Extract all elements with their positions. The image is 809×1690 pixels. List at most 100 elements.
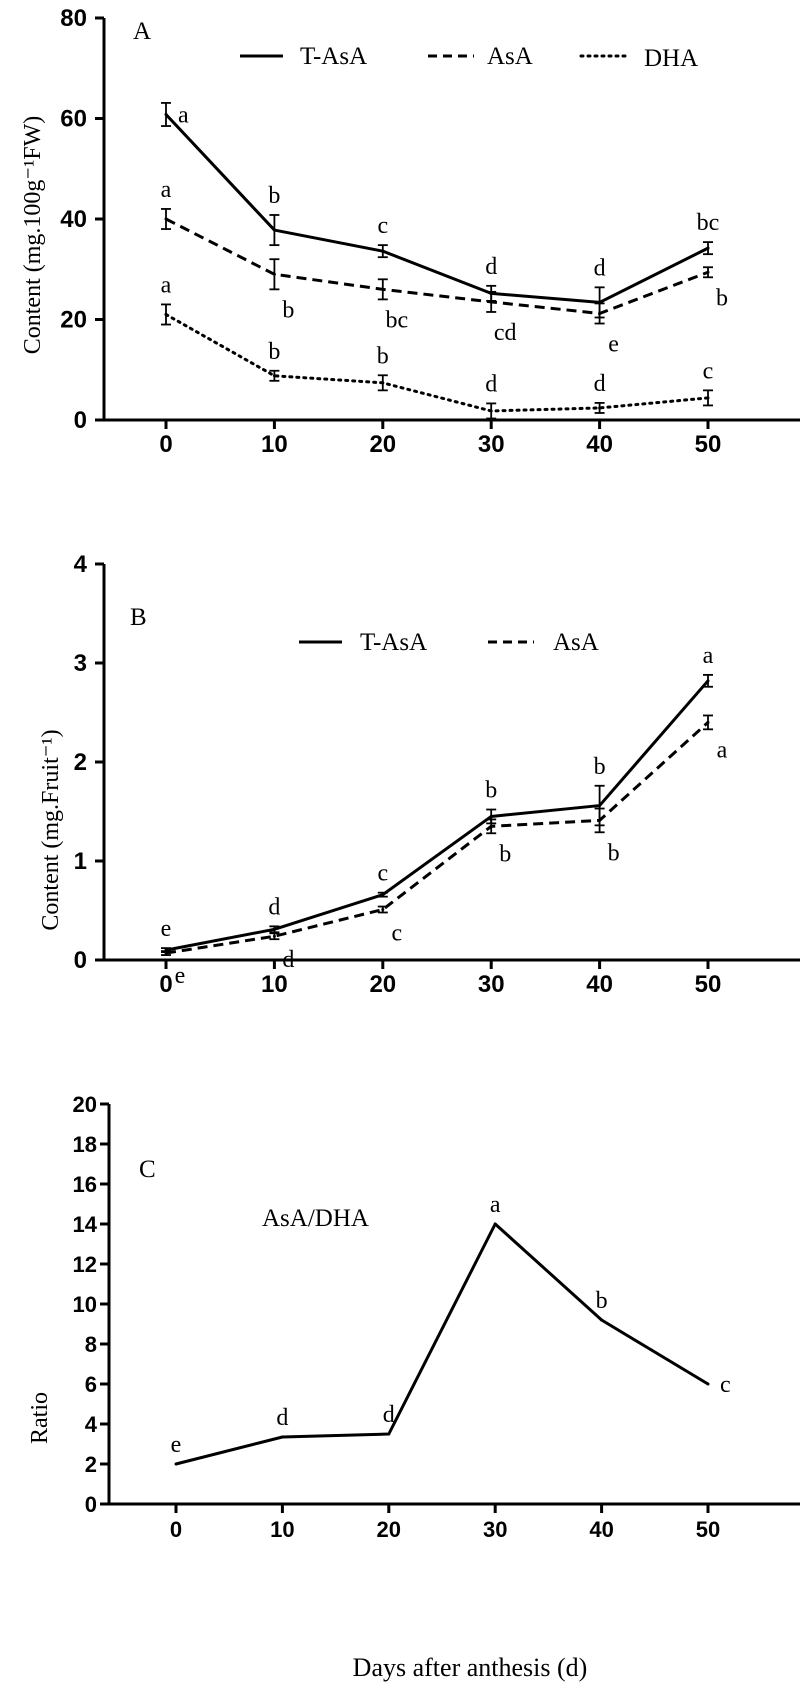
panel-c-y-axis-label: Ratio [27, 1392, 53, 1444]
x-tick-label: 40 [586, 431, 613, 458]
x-tick-label: 40 [586, 971, 613, 998]
significance-letter: a [490, 1192, 501, 1218]
x-tick-label: 30 [483, 1517, 507, 1542]
x-tick-label: 40 [589, 1517, 613, 1542]
data-point [489, 824, 493, 828]
y-tick-label: 18 [73, 1132, 97, 1157]
data-point [387, 1432, 391, 1436]
y-tick-label: 80 [60, 5, 87, 32]
data-point [706, 246, 710, 250]
significance-letter: a [717, 737, 728, 763]
y-tick-label: 8 [85, 1332, 97, 1357]
x-tick-label: 30 [478, 431, 505, 458]
data-point [280, 1435, 284, 1439]
y-tick-label: 20 [60, 307, 87, 334]
data-point [381, 249, 385, 253]
y-tick-label: 2 [74, 749, 87, 776]
x-tick-label: 0 [159, 971, 172, 998]
series-line [165, 217, 709, 315]
x-tick-label: 20 [377, 1517, 401, 1542]
data-point [272, 934, 276, 938]
x-tick-label: 50 [695, 431, 722, 458]
data-point [489, 814, 493, 818]
legend-b-asa-label: AsA [553, 629, 599, 656]
series-line [164, 312, 710, 413]
significance-letter: bc [385, 307, 408, 333]
x-tick-label: 0 [170, 1517, 182, 1542]
x-tick-label: 30 [478, 971, 505, 998]
legend-a-dha-label: DHA [644, 45, 698, 72]
significance-letter: e [161, 916, 172, 942]
data-point [598, 818, 602, 822]
data-point [164, 312, 168, 316]
y-tick-label: 0 [85, 1492, 97, 1517]
significance-letter: d [594, 255, 606, 281]
significance-letter: b [594, 754, 606, 780]
y-tick-label: 16 [73, 1172, 97, 1197]
significance-letter: a [161, 177, 172, 203]
data-point [381, 381, 385, 385]
significance-letter: d [485, 254, 497, 280]
significance-letter: e [175, 963, 186, 989]
panel-c-label: C [139, 1156, 156, 1183]
significance-letter: b [282, 297, 294, 323]
data-point [174, 1462, 178, 1466]
x-tick-label: 20 [369, 431, 396, 458]
significance-letter: d [276, 1405, 288, 1431]
data-point [272, 374, 276, 378]
data-point [164, 112, 168, 116]
data-point [706, 396, 710, 400]
significance-letter: e [608, 332, 619, 358]
y-tick-label: 60 [60, 106, 87, 133]
significance-letter: c [377, 861, 388, 887]
data-point [489, 300, 493, 304]
significance-letter: b [499, 841, 511, 867]
panel-c: 0 2 4 6 8 10 12 14 16 18 20 0 10 20 30 40 50 e d d a b c C AsA… [27, 1092, 800, 1682]
significance-letter: c [720, 1372, 731, 1398]
significance-letter: a [703, 643, 714, 669]
legend-a-t-asa-label: T-AsA [300, 43, 367, 70]
x-tick-label: 50 [695, 971, 722, 998]
significance-letter: b [268, 183, 280, 209]
panel-c-annotation: AsA/DHA [262, 1205, 369, 1232]
y-tick-label: 4 [85, 1412, 98, 1437]
y-tick-label: 1 [74, 848, 87, 875]
data-point [272, 228, 276, 232]
legend-a-asa-label: AsA [487, 43, 533, 70]
panel-b-legend: T-AsA AsA [299, 629, 599, 656]
data-point [493, 1222, 497, 1226]
significance-letter: cd [494, 320, 517, 346]
y-tick-label: 0 [74, 947, 87, 974]
x-tick-label: 10 [261, 971, 288, 998]
data-point [706, 270, 710, 274]
significance-letter: b [596, 1288, 608, 1314]
significance-letter: a [178, 102, 189, 128]
y-tick-label: 0 [74, 407, 87, 434]
data-point [164, 217, 168, 221]
panel-b-y-axis-label: Content (mg.Fruit⁻¹) [38, 729, 64, 930]
significance-letter: c [391, 920, 402, 946]
data-point [598, 406, 602, 410]
significance-letter: d [268, 894, 280, 920]
panel-c-x-axis-label: Days after anthesis (d) [353, 1653, 588, 1682]
data-point [164, 951, 168, 955]
y-tick-label: 14 [73, 1212, 98, 1237]
y-tick-label: 12 [73, 1252, 97, 1277]
data-point [706, 720, 710, 724]
x-tick-label: 50 [696, 1517, 720, 1542]
y-tick-label: 20 [73, 1092, 97, 1117]
y-tick-label: 4 [74, 551, 88, 578]
x-tick-label: 20 [369, 971, 396, 998]
data-point [272, 927, 276, 931]
data-point [381, 893, 385, 897]
data-point [600, 1318, 604, 1322]
significance-letter: b [268, 339, 280, 365]
significance-letter: c [703, 358, 714, 384]
x-tick-label: 0 [159, 431, 172, 458]
significance-letter: d [485, 371, 497, 397]
significance-letter: d [282, 947, 294, 973]
y-tick-label: 3 [74, 650, 87, 677]
data-point [381, 908, 385, 912]
